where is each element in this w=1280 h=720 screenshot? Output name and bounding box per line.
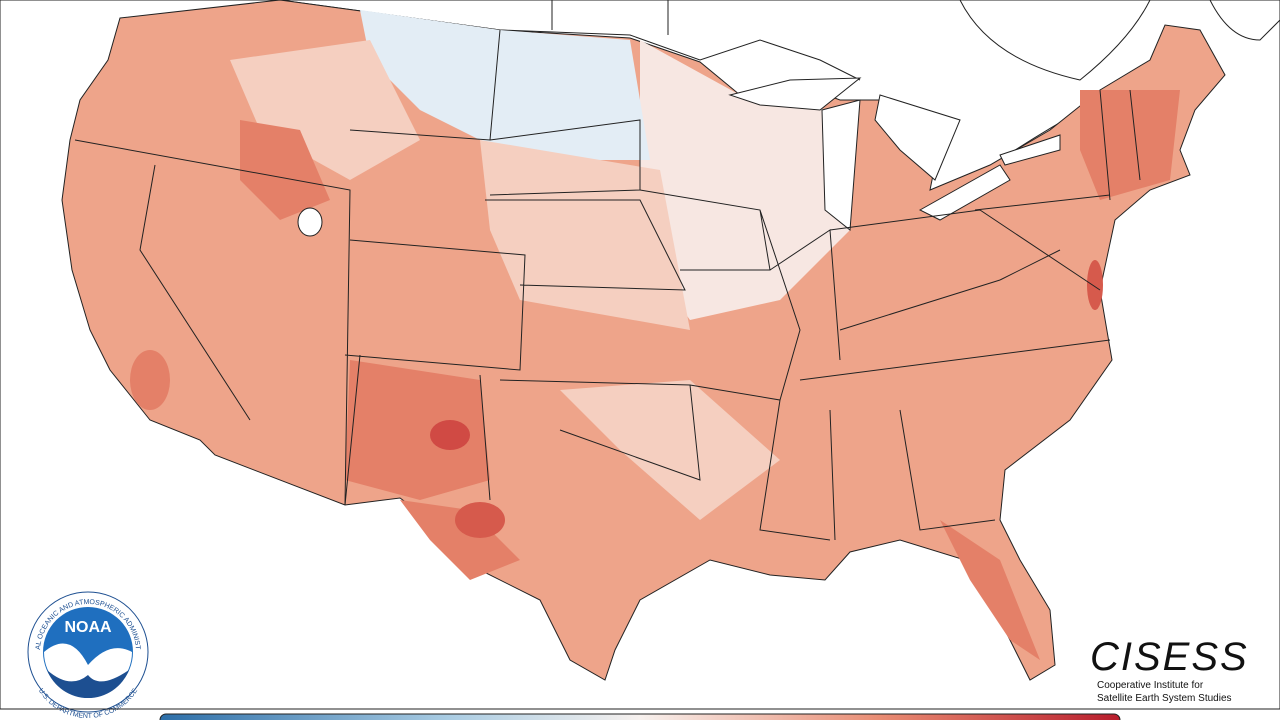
cisess-line1: Cooperative Institute for <box>1097 680 1204 691</box>
cisess-logo: CISESS Cooperative Institute for Satelli… <box>1090 635 1249 704</box>
anomaly-shading <box>130 10 1180 660</box>
state-borders <box>74 29 1141 541</box>
cisess-line2: Satellite Earth System Studies <box>1097 693 1232 704</box>
noaa-name: NOAA <box>64 619 112 636</box>
great-lakes <box>297 77 1061 237</box>
cisess-name: CISESS <box>1090 635 1249 679</box>
colorbar <box>159 713 1121 720</box>
